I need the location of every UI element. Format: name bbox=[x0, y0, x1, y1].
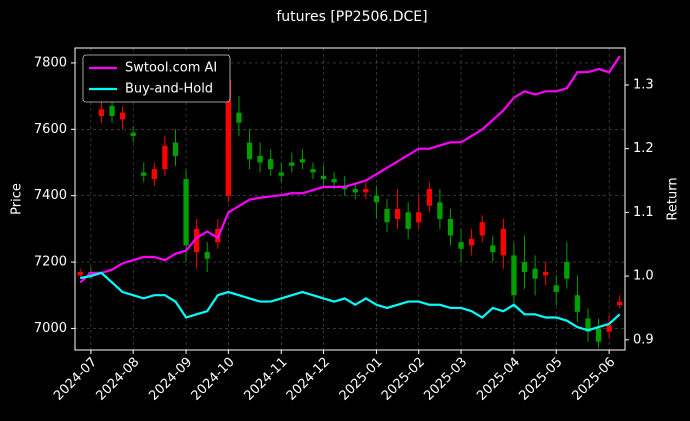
plot-frame bbox=[74, 47, 626, 351]
candle-body bbox=[405, 212, 411, 229]
candle-body bbox=[543, 272, 549, 276]
candle-body bbox=[585, 318, 591, 332]
legend: Swtool.com AI Buy-and-Hold bbox=[82, 54, 231, 103]
candle-body bbox=[151, 169, 157, 180]
candle-body bbox=[373, 195, 380, 203]
y-tick-label: 7800 bbox=[34, 55, 67, 70]
y2-axis-label: Return bbox=[666, 177, 681, 220]
candle-body bbox=[331, 179, 337, 183]
y-tick-label: 7200 bbox=[34, 255, 67, 270]
candle-body bbox=[468, 238, 475, 246]
candle-body bbox=[320, 175, 327, 180]
candle-body bbox=[141, 172, 147, 176]
y2-tick-label: 0.9 bbox=[633, 332, 654, 347]
candle-body bbox=[437, 202, 443, 219]
candle-body bbox=[172, 142, 179, 156]
candle-body bbox=[532, 268, 538, 279]
candle-body bbox=[426, 189, 432, 206]
y2-tick-label: 1.3 bbox=[633, 77, 654, 92]
candle-body bbox=[236, 112, 242, 123]
candle-body bbox=[617, 301, 623, 306]
series-line bbox=[79, 55, 621, 284]
lines bbox=[79, 55, 621, 332]
y2-tick-label: 1.0 bbox=[633, 269, 654, 284]
candle-body bbox=[193, 228, 200, 253]
candle-body bbox=[98, 109, 105, 117]
candle-body bbox=[225, 79, 232, 196]
candle-body bbox=[416, 212, 422, 223]
legend-label: Swtool.com AI bbox=[125, 61, 217, 76]
y-tick-label: 7600 bbox=[34, 122, 67, 137]
y2-tick-label: 1.1 bbox=[633, 205, 654, 220]
candle-body bbox=[574, 295, 581, 312]
candle-body bbox=[606, 325, 612, 332]
candle-body bbox=[521, 262, 528, 273]
candle-body bbox=[500, 228, 507, 256]
candle-body bbox=[246, 142, 253, 160]
candle-body bbox=[363, 189, 369, 193]
candle-body bbox=[204, 252, 210, 259]
legend-label: Buy-and-Hold bbox=[125, 82, 213, 97]
candle-body bbox=[352, 189, 358, 193]
candle-body bbox=[268, 159, 274, 170]
candle-body bbox=[130, 132, 136, 136]
candle-body bbox=[310, 169, 316, 173]
candle-body bbox=[109, 106, 115, 117]
candle-body bbox=[458, 242, 464, 249]
candle-body bbox=[394, 208, 401, 219]
candle-body bbox=[479, 222, 485, 236]
candle-body bbox=[278, 172, 284, 176]
candle-body bbox=[511, 255, 517, 296]
candle-body bbox=[257, 155, 263, 163]
y-axis-label: Price bbox=[10, 183, 25, 215]
candle-body bbox=[384, 208, 390, 223]
candle-body bbox=[553, 285, 559, 292]
candle-body bbox=[183, 179, 189, 246]
y-tick-label: 7000 bbox=[34, 321, 67, 336]
chart-title: futures [PP2506.DCE] bbox=[276, 9, 427, 25]
candle-body bbox=[564, 262, 570, 279]
candle-body bbox=[77, 272, 83, 276]
candle-body bbox=[595, 328, 602, 342]
candle-body bbox=[490, 245, 496, 253]
candle-body bbox=[119, 112, 126, 120]
candles bbox=[77, 62, 623, 349]
legend-box bbox=[82, 54, 231, 103]
y-tick-label: 7400 bbox=[34, 188, 67, 203]
y2-tick-label: 1.2 bbox=[633, 141, 654, 156]
candle-body bbox=[447, 218, 454, 236]
candle-body bbox=[289, 162, 295, 166]
candle-body bbox=[162, 145, 168, 170]
series-line bbox=[80, 271, 621, 332]
candle-body bbox=[299, 159, 306, 163]
